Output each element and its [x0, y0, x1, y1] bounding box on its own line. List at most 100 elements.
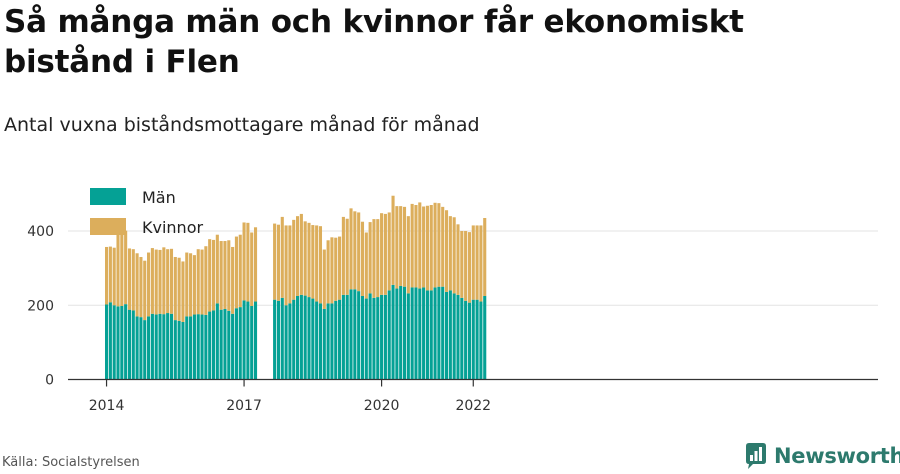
- bar-women: [418, 202, 422, 289]
- bar-men: [433, 287, 437, 380]
- bar-men: [448, 290, 452, 380]
- bar-men: [441, 286, 445, 380]
- bar-women: [112, 247, 116, 306]
- x-tick-label-2017: 2017: [226, 398, 262, 414]
- bar-men: [280, 297, 284, 380]
- bar-women: [143, 260, 147, 321]
- bar-men: [215, 303, 219, 380]
- bar-men: [475, 299, 479, 380]
- bar-men: [108, 302, 112, 380]
- legend-swatch-women: [90, 218, 126, 235]
- bar-men: [483, 295, 487, 380]
- bar-men: [387, 290, 391, 380]
- bar-women: [273, 223, 277, 300]
- bar-women: [357, 212, 361, 292]
- bar-women: [139, 256, 143, 318]
- bar-men: [444, 291, 449, 380]
- bar-women: [307, 222, 311, 298]
- bar-women: [154, 249, 158, 315]
- bar-men: [166, 313, 170, 380]
- bar-men: [399, 285, 403, 380]
- bar-men: [406, 293, 410, 380]
- bar-men: [150, 313, 154, 380]
- legend: Män Kvinnor: [90, 188, 203, 237]
- bar-men: [284, 305, 288, 380]
- bar-women: [242, 222, 246, 301]
- bar-men: [360, 295, 365, 380]
- bar-women: [166, 249, 170, 314]
- bar-men: [204, 314, 208, 380]
- bar-men: [234, 308, 238, 380]
- bar-women: [253, 227, 258, 302]
- bar-men: [127, 309, 132, 380]
- newsworthy-logo[interactable]: Newsworthy: [744, 440, 900, 472]
- bar-men: [467, 302, 471, 380]
- bar-women: [402, 206, 407, 287]
- bar-women: [250, 232, 254, 306]
- bar-men: [196, 314, 200, 380]
- bar-women: [124, 230, 128, 305]
- source-note: Källa: Socialstyrelsen: [2, 455, 140, 470]
- bar-men: [395, 288, 399, 380]
- bar-men: [112, 305, 116, 380]
- x-tick-label-2014: 2014: [89, 398, 125, 414]
- x-tick-label-2020: 2020: [364, 398, 400, 414]
- bar-women: [360, 221, 365, 296]
- bar-women: [395, 206, 399, 289]
- bar-men: [422, 287, 426, 380]
- bar-men: [326, 303, 330, 380]
- bar-men: [418, 288, 422, 380]
- bar-men: [460, 297, 464, 380]
- bar-women: [315, 225, 319, 302]
- bar-women: [276, 224, 280, 301]
- bar-men: [105, 304, 109, 380]
- bar-women: [135, 253, 139, 317]
- bar-women: [391, 195, 395, 285]
- bar-women: [345, 218, 349, 295]
- bar-women: [158, 249, 162, 314]
- bar-women: [185, 252, 189, 317]
- bar-men: [211, 310, 216, 380]
- bar-women: [341, 216, 345, 295]
- bar-men: [391, 284, 395, 380]
- bar-men: [357, 291, 361, 380]
- bar-women: [234, 236, 238, 309]
- bar-women: [238, 234, 242, 308]
- bar-men: [169, 313, 174, 380]
- bar-women: [150, 248, 154, 314]
- bar-men: [143, 320, 147, 380]
- bar-women: [227, 240, 231, 311]
- bar-women: [414, 205, 418, 288]
- bar-men: [429, 290, 433, 380]
- bar-men: [364, 298, 368, 380]
- bar-women: [479, 225, 483, 302]
- bar-men: [311, 298, 315, 380]
- bar-men: [341, 294, 345, 380]
- bar-men: [139, 317, 143, 380]
- bar-women: [131, 249, 135, 311]
- bar-women: [433, 202, 437, 288]
- bar-men: [452, 293, 456, 380]
- bar-men: [479, 301, 483, 380]
- bar-men: [425, 290, 429, 380]
- bar-women: [387, 212, 391, 291]
- bar-women: [120, 231, 124, 306]
- bar-women: [105, 246, 109, 305]
- bar-women: [338, 236, 342, 300]
- bar-men: [318, 303, 323, 380]
- bar-women: [181, 261, 185, 322]
- bar-men: [273, 299, 277, 380]
- bar-men: [456, 294, 460, 380]
- bar-men: [380, 294, 384, 380]
- bar-men: [162, 314, 166, 380]
- bar-men: [402, 286, 407, 380]
- bar-men: [288, 303, 292, 380]
- bar-women: [296, 216, 300, 296]
- bar-women: [467, 232, 471, 303]
- bar-men: [307, 297, 311, 380]
- bar-women: [376, 219, 380, 298]
- bar-women: [334, 237, 338, 301]
- bar-men: [116, 306, 120, 380]
- bar-men: [147, 316, 151, 380]
